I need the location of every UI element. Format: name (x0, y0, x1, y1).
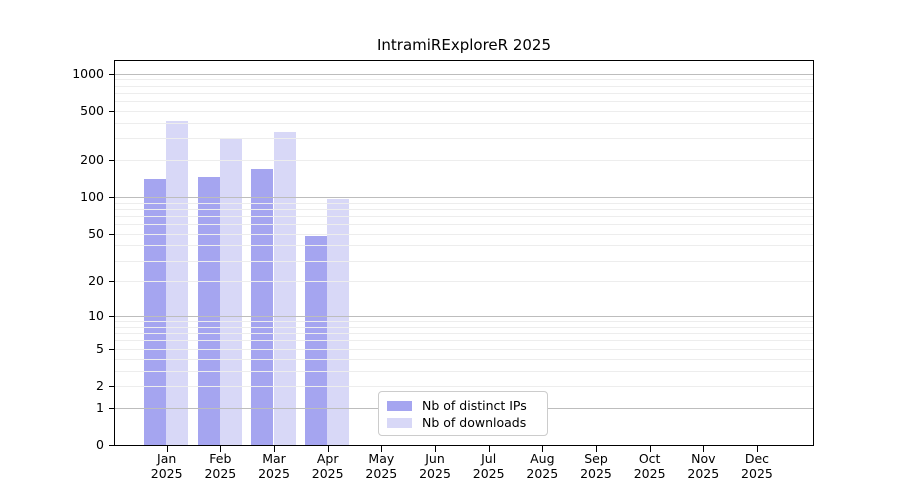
gridline-minor (115, 245, 813, 247)
x-tick-label-aug-2025: Aug 2025 (526, 451, 559, 481)
plot-spine-bottom (115, 445, 813, 446)
y-tick (109, 348, 114, 350)
plot-spine-right (813, 60, 814, 446)
x-tick-label-sep-2025: Sep 2025 (580, 451, 612, 481)
gridline-major (115, 197, 813, 199)
x-tick-label-mar-2025: Mar 2025 (258, 451, 290, 481)
x-tick-label-nov-2025: Nov 2025 (687, 451, 720, 481)
legend-item: Nb of distinct IPs (379, 397, 547, 414)
y-tick-label: 1000 (72, 65, 104, 81)
y-tick-label: 100 (80, 189, 104, 205)
x-tick (327, 446, 329, 452)
y-tick (109, 385, 114, 387)
gridline-minor (115, 385, 813, 387)
x-tick (274, 446, 276, 452)
gridline-minor (115, 92, 813, 94)
y-tick-label: 5 (96, 340, 104, 356)
gridline-minor (115, 260, 813, 262)
bar-nb-of-distinct-ips-feb-2025 (197, 177, 220, 445)
gridline-minor (115, 321, 813, 323)
x-tick-label-dec-2025: Dec 2025 (741, 451, 773, 481)
bar-nb-of-distinct-ips-mar-2025 (251, 169, 274, 445)
gridline-minor (115, 138, 813, 140)
x-tick (756, 446, 758, 452)
gridline-minor (115, 340, 813, 342)
x-tick-label-jun-2025: Jun 2025 (419, 451, 451, 481)
y-tick (109, 111, 114, 112)
gridline-minor (115, 333, 813, 335)
gridline-minor (115, 224, 813, 226)
y-tick-label: 2 (96, 377, 104, 393)
gridline-minor (115, 358, 813, 360)
gridline-minor (115, 326, 813, 328)
x-tick (488, 446, 490, 452)
plot-spine-top (115, 60, 813, 61)
gridline-minor (115, 202, 813, 204)
gridline-minor (115, 370, 813, 372)
y-tick-label: 10 (88, 308, 104, 324)
plot-spine-left (114, 60, 115, 446)
gridline-minor (115, 215, 813, 217)
bar-nb-of-downloads-jan-2025 (166, 121, 189, 445)
gridline-minor (115, 122, 813, 124)
x-tick (542, 446, 544, 452)
gridline-minor (115, 111, 813, 112)
gridline-minor (115, 85, 813, 87)
x-tick (595, 446, 597, 452)
plot-area: 0 1 2 5 10 20 50 100 200 500 1000 Jan 2025 Feb 2025… (72, 60, 814, 481)
y-tick-label: 0 (96, 437, 104, 452)
legend-swatch-nb-of-downloads (387, 417, 412, 428)
gridline-major (115, 316, 813, 318)
bar-nb-of-downloads-feb-2025 (219, 139, 242, 445)
legend: Nb of distinct IPs Nb of downloads (378, 391, 548, 436)
y-tick (109, 281, 114, 283)
x-tick (166, 446, 168, 452)
legend-label: Nb of distinct IPs (422, 398, 527, 413)
bar-nb-of-downloads-mar-2025 (273, 131, 296, 445)
bar-nb-of-distinct-ips-jan-2025 (143, 179, 166, 445)
legend-label: Nb of downloads (422, 415, 527, 430)
y-tick (109, 445, 114, 446)
x-tick (649, 446, 651, 452)
y-tick-label: 20 (88, 273, 104, 289)
y-tick (109, 160, 114, 162)
legend-swatch-nb-of-distinct-ips (387, 400, 412, 411)
y-tick (109, 197, 114, 199)
gridline-major (115, 73, 813, 75)
chart-title: IntramiRExploreR 2025 (376, 36, 552, 54)
y-tick-label: 200 (80, 152, 104, 168)
x-tick-label-apr-2025: Apr 2025 (311, 451, 344, 481)
gridline-minor (115, 79, 813, 81)
x-tick-label-jan-2025: Jan 2025 (150, 451, 183, 481)
x-tick (220, 446, 222, 452)
gridline-minor (115, 348, 813, 350)
y-tick (109, 407, 114, 409)
x-tick (703, 446, 705, 452)
gridline-minor (115, 101, 813, 103)
y-tick (109, 233, 114, 235)
y-tick (109, 316, 114, 318)
x-tick (435, 446, 436, 452)
y-tick-label: 500 (80, 103, 104, 118)
gridline-minor (115, 208, 813, 210)
gridline-minor (115, 281, 813, 283)
x-tick-label-feb-2025: Feb 2025 (204, 451, 237, 481)
y-tick (109, 73, 114, 75)
gridline-minor (115, 233, 813, 235)
x-tick-label-oct-2025: Oct 2025 (633, 451, 666, 481)
y-tick-label: 1 (96, 399, 104, 415)
y-tick-label: 50 (88, 225, 104, 241)
x-tick-label-may-2025: May 2025 (365, 451, 398, 481)
x-tick-label-jul-2025: Jul 2025 (472, 451, 505, 481)
legend-item: Nb of downloads (379, 414, 547, 431)
gridline-minor (115, 160, 813, 162)
x-tick (381, 446, 383, 452)
